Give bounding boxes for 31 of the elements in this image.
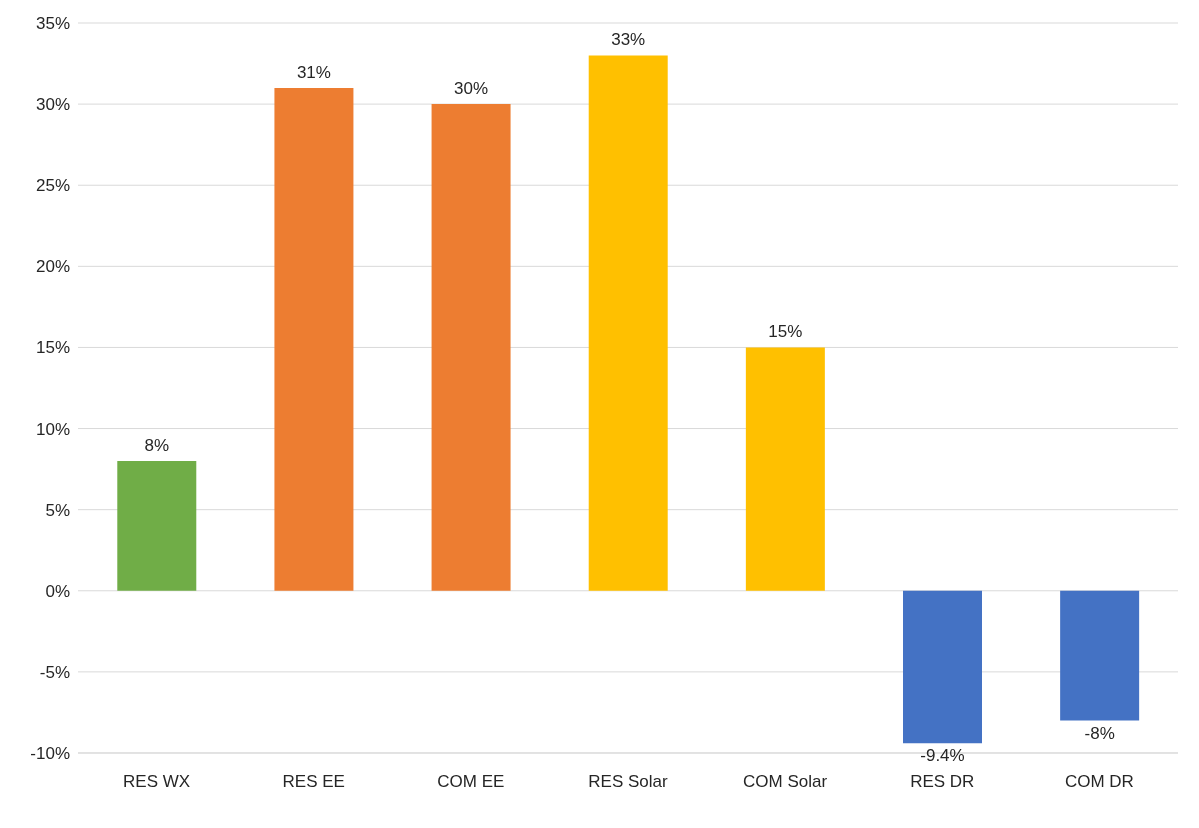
x-tick-label: RES DR — [910, 772, 975, 792]
y-tick-label: 20% — [35, 257, 70, 277]
x-tick-label: RES EE — [282, 772, 345, 792]
y-tick-label: 15% — [35, 338, 70, 358]
data-label: -9.4% — [920, 746, 965, 766]
y-tick-label: 35% — [35, 14, 70, 34]
bar — [117, 461, 197, 591]
data-label: 30% — [454, 79, 489, 99]
y-tick-label: -10% — [30, 744, 70, 764]
x-tick-label: RES Solar — [588, 772, 669, 792]
data-label: 33% — [611, 30, 646, 50]
y-tick-label: 0% — [45, 581, 70, 601]
x-tick-label: COM DR — [1064, 772, 1134, 792]
x-tick-label: COM EE — [437, 772, 505, 792]
data-label: 8% — [144, 436, 170, 455]
y-tick-label: 10% — [35, 419, 70, 439]
bar — [745, 347, 825, 591]
data-label: 31% — [296, 62, 331, 82]
bar — [274, 87, 354, 591]
bar — [431, 104, 511, 591]
bar — [1060, 590, 1140, 721]
bar — [588, 55, 668, 591]
x-tick-label: COM Solar — [743, 772, 828, 792]
y-tick-label: -5% — [39, 662, 70, 682]
y-tick-label: 25% — [35, 176, 70, 196]
data-label: 15% — [768, 322, 803, 342]
y-tick-label: 5% — [45, 500, 70, 520]
y-tick-label: 30% — [35, 95, 70, 115]
x-tick-label: RES WX — [123, 772, 191, 792]
bar — [903, 590, 982, 744]
data-label: -8% — [1084, 723, 1115, 743]
